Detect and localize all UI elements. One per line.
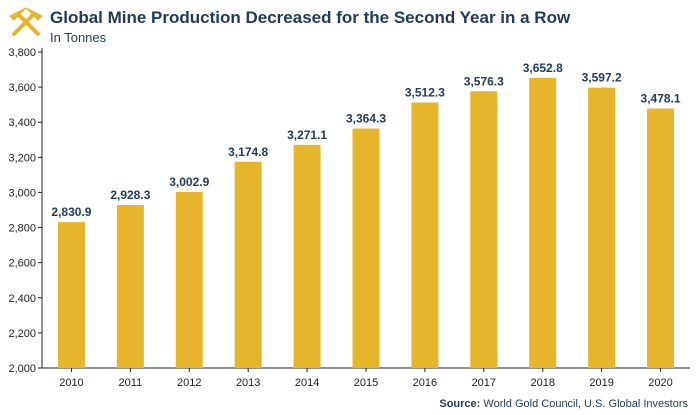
bar (57, 222, 85, 368)
bar (470, 91, 498, 368)
bar (411, 102, 439, 369)
chart-title: Global Mine Production Decreased for the… (50, 8, 571, 27)
bar-value-label: 3,597.2 (582, 71, 622, 85)
y-tick-label: 2,200 (8, 328, 36, 340)
bar-value-label: 2,830.9 (51, 205, 91, 219)
y-tick-label: 2,000 (8, 363, 36, 375)
y-tick-label: 3,200 (8, 152, 36, 164)
y-tick-label: 3,800 (8, 47, 36, 59)
bar-value-label: 3,512.3 (405, 86, 445, 100)
bar (529, 77, 557, 369)
x-tick-label: 2014 (295, 377, 319, 389)
x-tick-label: 2010 (59, 377, 83, 389)
bar (647, 108, 675, 369)
x-tick-label: 2013 (236, 377, 260, 389)
bar-value-label: 2,928.3 (110, 188, 150, 202)
y-tick-label: 3,400 (8, 117, 36, 129)
source-label: Source: (439, 398, 481, 410)
source-note: Source: World Gold Council, U.S. Global … (439, 398, 688, 410)
y-tick-label: 3,600 (8, 82, 36, 94)
x-tick-label: 2018 (530, 377, 554, 389)
bar-value-label: 3,364.3 (346, 111, 386, 125)
bar-value-label: 3,478.1 (641, 92, 681, 106)
x-tick-label: 2020 (648, 377, 672, 389)
x-tick-label: 2012 (177, 377, 201, 389)
chart-subtitle: In Tonnes (50, 30, 107, 45)
bar (293, 144, 321, 368)
bar (175, 191, 203, 368)
y-tick-label: 3,000 (8, 187, 36, 199)
bar-value-label: 3,271.1 (287, 128, 327, 142)
source-text: World Gold Council, U.S. Global Investor… (483, 398, 688, 410)
bar-value-label: 3,576.3 (464, 74, 504, 88)
bar (352, 128, 380, 368)
x-tick-label: 2016 (413, 377, 437, 389)
bar-value-label: 3,002.9 (169, 175, 209, 189)
x-tick-label: 2011 (119, 377, 143, 389)
bar (234, 161, 262, 368)
y-tick-label: 2,400 (8, 293, 36, 305)
x-tick-label: 2015 (354, 377, 378, 389)
y-tick-label: 2,600 (8, 258, 36, 270)
chart-header: Global Mine Production Decreased for the… (8, 4, 692, 45)
x-tick-label: 2019 (589, 377, 613, 389)
y-tick-label: 2,800 (8, 223, 36, 235)
x-tick-label: 2017 (472, 377, 496, 389)
crossed-pickaxes-icon (9, 7, 43, 36)
bar-value-label: 3,652.8 (523, 61, 563, 75)
bar (588, 87, 616, 369)
bar (116, 205, 144, 368)
bar-value-label: 3,174.8 (228, 145, 268, 159)
